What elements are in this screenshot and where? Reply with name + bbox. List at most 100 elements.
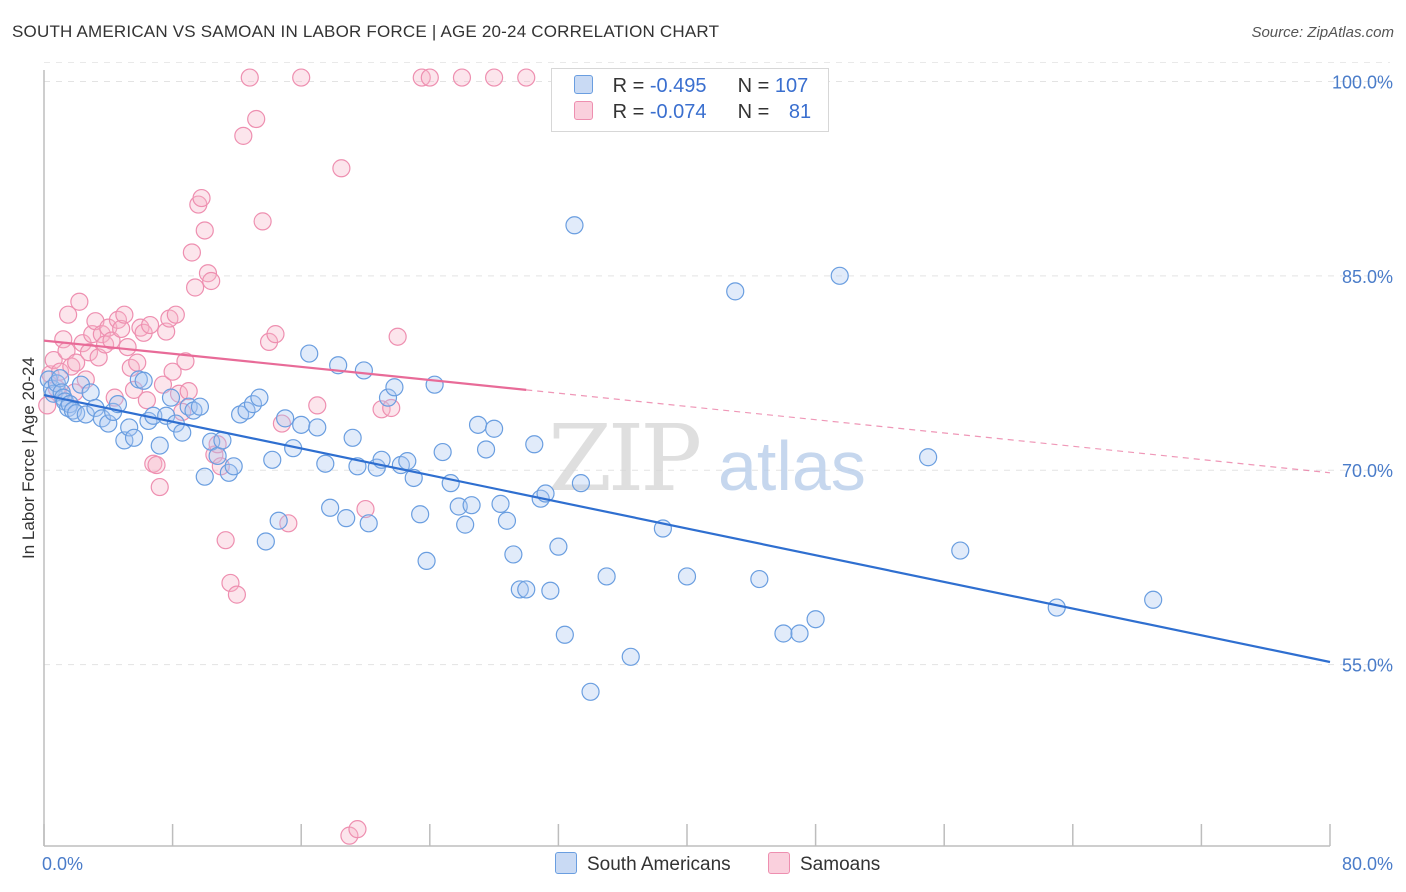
samoan-point [92,325,111,344]
south-american-point [806,610,825,629]
south-american-point [308,418,327,437]
south-americans-trend-line [43,393,1331,664]
south-american-point [354,361,373,380]
south-american-point [292,415,311,434]
samoan-point [240,68,259,87]
south-american-point [1144,590,1163,609]
south-american-point [161,388,181,407]
south-american-point [790,624,809,643]
y-tick-label: 85.0% [1342,267,1393,287]
south-american-point [541,581,560,600]
samoan-point [44,350,63,370]
samoan-point [102,331,121,350]
samoan-point [38,396,57,415]
south-american-point [433,442,452,462]
south-american-point [300,344,319,363]
south-american-point [359,514,378,533]
samoan-point [153,375,173,394]
samoan-point [332,159,351,178]
y-tick-label: 70.0% [1342,461,1393,481]
samoan-point [227,585,246,604]
legend-r-label: R = [612,75,650,97]
chart-source: Source: ZipAtlas.com [1251,24,1394,41]
south-american-point [343,428,362,447]
axis-labels: 55.0% 70.0% 85.0% 100.0% 0.0% 80.0% In Labor F… [19,72,1393,874]
samoan-point [124,380,144,399]
south-american-point [224,457,243,476]
correlation-legend: R = -0.495 N = 107 R = -0.074 N = 81 [551,68,829,132]
samoan-point [150,477,169,497]
south-american-point [677,567,697,586]
samoan-point [452,68,472,87]
south-american-point [378,388,398,407]
south-american-point [398,452,417,471]
x-tick-label: 0.0% [42,854,83,874]
south-american-point [50,369,70,388]
samoan-point [221,573,240,593]
south-american-point [510,580,529,599]
south-american-point [411,505,430,524]
samoan-point [79,343,99,362]
samoan-point [202,271,221,291]
south-american-point [449,497,468,516]
south-american-point [462,496,481,515]
south-american-point [99,414,118,433]
legend-n-value: 81 [788,101,812,123]
south-american-point [316,454,335,473]
south-american-point [504,545,523,564]
samoan-point [163,362,182,381]
samoan-point [382,398,401,418]
south-american-point [237,401,256,420]
south-american-point [337,509,356,528]
legend-swatch-south-americans [574,75,593,94]
samoans-trend-line [43,339,527,391]
south-american-point [525,435,544,454]
samoan-point [247,109,266,129]
y-tick-label: 55.0% [1342,656,1393,676]
south-american-point [321,498,340,517]
bottom-legend-label: South Americans [587,854,731,875]
south-american-point [951,541,970,560]
samoan-point [292,68,311,87]
south-american-point [120,418,139,437]
chart-title: SOUTH AMERICAN VS SAMOAN IN LABOR FORCE … [12,22,720,41]
bottom-legend-swatch-south-americans [555,852,577,874]
samoan-point [140,315,160,335]
south-american-point [571,474,591,493]
samoan-point [372,400,391,419]
grid-lines [44,61,1390,666]
south-american-point [597,567,616,586]
samoan-point [179,382,198,401]
samoan-point [216,531,235,550]
south-american-point [555,625,574,644]
south-american-point [565,216,584,235]
samoan-point [59,305,78,324]
legend-n-value: 107 [774,75,809,97]
samoan-point [348,820,367,839]
samoan-point [253,212,272,231]
y-tick-label: 100.0% [1332,72,1393,92]
samoan-point [186,278,205,297]
south-american-point [67,404,86,423]
samoans-points [38,68,536,845]
samoan-point [485,68,504,87]
south-american-point [417,551,436,571]
south-american-point [581,682,600,701]
south-american-point [173,423,192,442]
south-american-point [549,537,568,556]
south-american-point [456,515,475,534]
south-american-point [250,388,269,407]
south-american-point [124,428,144,447]
bottom-legend-south-americans: South Americans [555,852,731,876]
south-american-point [150,436,169,455]
samoan-point [182,243,201,262]
south-american-point [385,378,404,397]
samoan-point [356,499,375,519]
south-american-point [517,580,536,599]
legend-r-label: R = [612,101,650,123]
samoan-point [192,188,211,208]
south-americans-points [39,216,1163,701]
samoan-point [112,319,131,339]
legend-r-value: -0.074 [649,101,707,123]
